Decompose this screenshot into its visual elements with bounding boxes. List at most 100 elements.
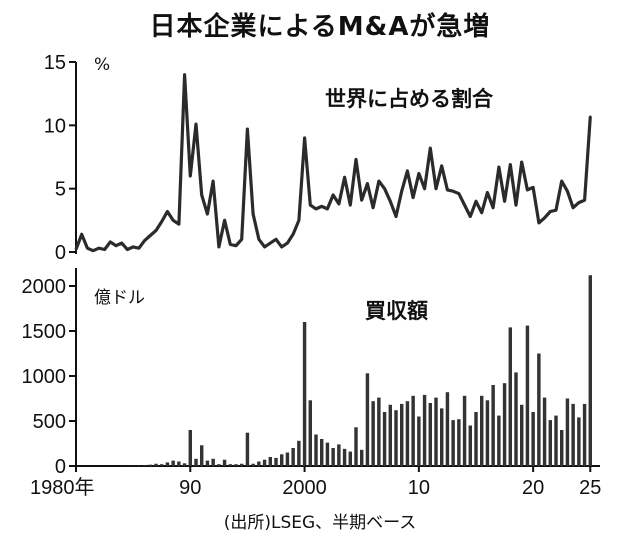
deal-value-bar — [211, 458, 215, 466]
share-point — [377, 179, 380, 183]
deal-value-bar — [320, 439, 324, 466]
share-point — [474, 200, 478, 203]
deal-value-bar — [382, 412, 387, 466]
share-line — [74, 73, 592, 253]
share-point — [103, 248, 106, 251]
deal-value-bar — [148, 464, 152, 466]
share-point — [560, 179, 563, 183]
share-point — [172, 219, 175, 222]
deal-value-bar — [400, 403, 404, 466]
lower-y-tick-label: 0 — [55, 456, 66, 478]
share-point — [417, 172, 420, 175]
share-point — [292, 233, 295, 236]
deal-value-bar — [308, 400, 312, 466]
share-point — [509, 163, 512, 166]
share-point — [97, 247, 100, 250]
lower-y-tick-label: 2000 — [22, 276, 67, 298]
deal-value-bar — [188, 430, 192, 466]
share-point — [526, 188, 529, 192]
share-point — [200, 193, 203, 197]
share-point — [452, 190, 455, 193]
share-point — [366, 182, 369, 185]
page-title: 日本企業によるM&Aが急増 — [149, 12, 491, 42]
x-tick-label: 20 — [522, 477, 544, 499]
share-point — [274, 238, 278, 241]
deal-value-bars — [120, 275, 592, 466]
share-point — [543, 216, 546, 219]
share-point — [549, 210, 552, 213]
deal-value-bar — [360, 449, 364, 466]
share-point — [389, 200, 392, 203]
share-point — [423, 187, 426, 190]
deal-value-bar — [337, 444, 341, 466]
upper-y-tick-label: 15 — [44, 52, 66, 74]
deal-value-bar — [428, 403, 432, 466]
share-point — [320, 205, 323, 208]
deal-value-bar — [354, 427, 358, 466]
share-point — [143, 239, 146, 242]
deal-value-bar — [331, 448, 335, 466]
share-point — [457, 192, 460, 195]
share-point — [252, 212, 255, 216]
share-point — [280, 245, 283, 249]
share-point — [160, 220, 163, 223]
deal-value-bar — [548, 420, 552, 466]
share-point — [349, 204, 352, 207]
deal-value-bar — [394, 410, 398, 466]
deal-value-bar — [280, 454, 284, 466]
deal-value-bar — [257, 461, 261, 466]
lower-y-tick-label: 1500 — [22, 321, 67, 343]
share-point — [80, 233, 83, 236]
deal-value-bar — [371, 401, 375, 466]
deal-value-bar — [537, 353, 541, 466]
deal-value-bar — [525, 325, 530, 466]
x-tick-label: 25 — [579, 477, 601, 499]
deal-value-bar — [542, 397, 547, 466]
deal-value-bar — [142, 465, 147, 466]
share-point — [223, 219, 226, 222]
share-point — [137, 247, 140, 250]
deal-value-bar — [417, 416, 421, 466]
share-point — [326, 207, 329, 211]
deal-value-bar — [222, 459, 227, 466]
deal-value-bar — [154, 463, 158, 466]
share-point — [120, 242, 123, 245]
deal-value-bar — [240, 463, 244, 466]
upper-y-tick-label: 10 — [44, 115, 66, 137]
x-tick-label: 90 — [179, 477, 201, 499]
upper-y-tick-label: 5 — [55, 179, 66, 201]
deal-value-bar — [582, 403, 587, 466]
deal-value-bar — [531, 412, 535, 466]
share-point — [183, 73, 186, 76]
share-point — [497, 166, 500, 169]
share-point — [343, 176, 346, 179]
share-point — [383, 187, 386, 190]
deal-value-bar — [165, 462, 170, 466]
deal-value-bar — [228, 464, 232, 466]
share-point — [309, 204, 312, 207]
deal-value-bar — [325, 442, 330, 466]
deal-value-bar — [554, 415, 558, 466]
share-point — [286, 242, 289, 245]
deal-value-bar — [508, 327, 512, 466]
share-point — [263, 245, 266, 249]
deal-value-bar — [560, 430, 564, 466]
share-point — [217, 245, 220, 249]
share-point — [480, 211, 483, 214]
share-point — [492, 206, 495, 209]
deal-value-bar — [200, 445, 204, 466]
deal-value-bar — [274, 457, 278, 466]
deal-value-bar — [491, 385, 495, 466]
share-point — [194, 122, 198, 126]
deal-value-bar — [451, 420, 455, 466]
deal-value-bar — [177, 461, 181, 466]
share-point — [337, 202, 340, 205]
deal-value-bar — [571, 403, 575, 466]
deal-value-bar — [182, 463, 187, 466]
deal-value-bar — [434, 397, 438, 466]
deal-value-bar — [365, 373, 370, 466]
share-point — [246, 128, 249, 131]
deal-value-bar — [514, 372, 518, 466]
deal-value-bar — [234, 464, 238, 466]
